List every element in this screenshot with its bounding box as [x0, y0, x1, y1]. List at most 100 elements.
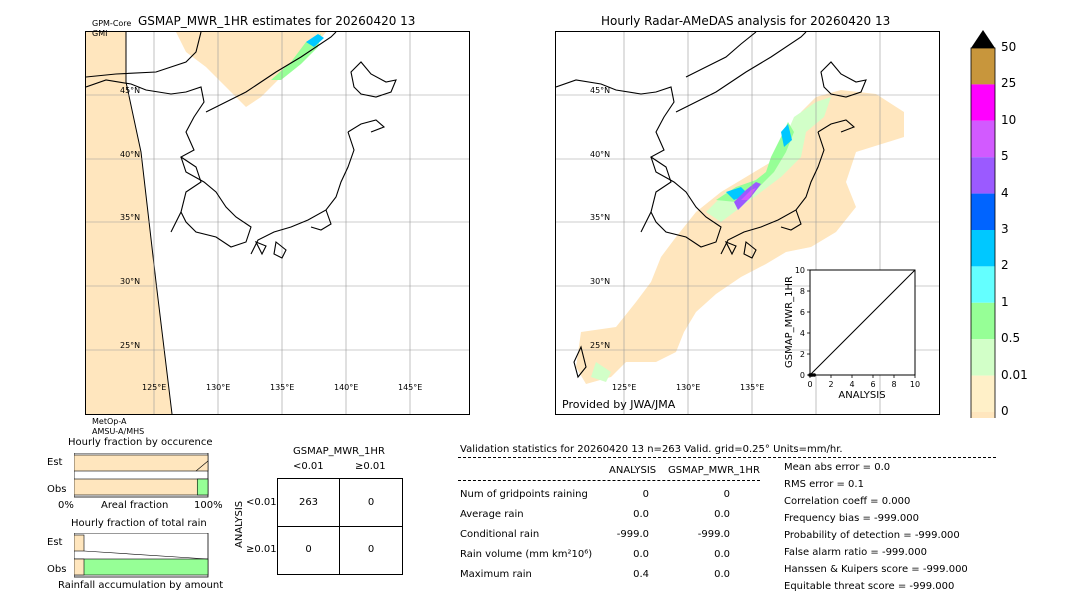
colorbar-label: 0.5: [1001, 331, 1021, 346]
right-coverage: [576, 90, 904, 384]
left-lon-125: 125°E: [142, 383, 167, 392]
validation-row-analysis: 0.4: [633, 569, 649, 580]
contingency-col-lt: <0.01: [293, 461, 324, 472]
scatter-xtick-label: 10: [910, 380, 920, 389]
right-lon-130: 130°E: [676, 383, 701, 392]
scatter-xlabel: ANALYSIS: [838, 390, 885, 401]
validation-row-gsmap: -999.0: [697, 529, 730, 540]
total-rain-obs-bar: [74, 558, 209, 576]
validation-score: False alarm ratio = -999.000: [784, 547, 927, 558]
right-map-canvas: [556, 32, 939, 414]
colorbar-label: 10: [1001, 112, 1017, 127]
colorbar-label: 50: [1001, 40, 1017, 54]
occurrence-obs-rain-bar: [196, 478, 209, 496]
validation-row-analysis: 0.0: [633, 509, 649, 520]
scatter-point: [812, 373, 816, 377]
validation-score: Frequency bias = -999.000: [784, 513, 919, 524]
occurrence-est-label: Est: [47, 457, 63, 468]
right-map-title: Hourly Radar-AMeDAS analysis for 2026042…: [601, 14, 891, 28]
colorbar-box: [971, 193, 995, 230]
colorbar-box: [971, 302, 995, 340]
left-rain-green: [271, 34, 321, 80]
colorbar-box: [971, 157, 995, 194]
scatter-ytick-label: 2: [800, 350, 805, 359]
colorbar-label: 5: [1001, 149, 1009, 164]
occurrence-chart: [74, 453, 209, 498]
total-rain-xlabel: Rainfall accumulation by amount: [58, 580, 224, 591]
colorbar-label: 1: [1001, 294, 1009, 309]
left-map-canvas: [86, 32, 469, 414]
total-rain-connector: [83, 550, 209, 560]
contingency-hdivider: [278, 526, 402, 527]
left-lat-35: 35°N: [120, 213, 141, 222]
right-rain-cyan: [726, 124, 792, 200]
left-sat-top-label2: GMI: [92, 29, 108, 38]
contingency-cell-01: 0: [367, 497, 375, 508]
left-lat-30: 30°N: [120, 277, 141, 286]
right-coastlines: [556, 32, 867, 379]
left-sat-bottom-2: AMSU-A/MHS: [92, 427, 145, 436]
validation-row-label: Num of gridpoints raining: [460, 489, 588, 500]
total-rain-obs-label: Obs: [47, 564, 67, 575]
validation-header: Validation statistics for 20260420 13 n=…: [460, 444, 843, 455]
validation-col-analysis: ANALYSIS: [609, 465, 657, 476]
validation-score: Correlation coeff = 0.000: [784, 496, 911, 507]
validation-row-label: Maximum rain: [460, 569, 532, 580]
scatter-ytick-label: 4: [800, 329, 805, 338]
scatter-xtick-label: 8: [891, 380, 896, 389]
occurrence-title: Hourly fraction by occurence: [68, 437, 213, 448]
contingency-row-axis-label: ANALYSIS: [234, 500, 245, 548]
validation-row-label: Conditional rain: [460, 529, 540, 540]
left-sat-bottom-1: MetOp-A: [92, 417, 127, 426]
contingency-col-ge: ≥0.01: [355, 461, 386, 472]
scatter-points: [808, 373, 816, 377]
occurrence-obs-label: Obs: [47, 484, 67, 495]
colorbar-box: [971, 412, 995, 418]
total-rain-chart: [74, 533, 209, 578]
scatter-inset: 0 2 4 6 8 10 0 2 4 6 8 10 ANALYSIS GSMAP_MWR_1HR: [784, 266, 920, 401]
validation-row-gsmap: 0: [723, 489, 730, 500]
validation-rule-top: [458, 457, 996, 458]
contingency-cell-10: 0: [305, 544, 312, 555]
validation-row-analysis: -999.0: [616, 529, 649, 540]
validation-row-gsmap: 0.0: [714, 509, 730, 520]
validation-row-analysis: 0: [642, 489, 649, 500]
colorbar-extend-arrow: [971, 30, 995, 48]
colorbar-box: [971, 84, 995, 121]
left-rain-blue: [306, 34, 324, 47]
validation-score: Mean abs error = 0.0: [784, 462, 891, 473]
left-grid: [86, 32, 469, 414]
validation-rule-mid: [458, 480, 760, 481]
scatter-ytick-label: 6: [800, 308, 805, 317]
left-lat-25: 25°N: [120, 341, 141, 350]
occurrence-x-0: 0%: [58, 500, 74, 511]
scatter-ylabel: GSMAP_MWR_1HR: [784, 276, 795, 368]
colorbar-box: [971, 266, 995, 303]
left-swath-north: [176, 32, 326, 107]
left-map: 45°N 40°N 35°N 30°N 25°N 125°E 130°E 135…: [85, 31, 470, 415]
occurrence-x-100: 100%: [194, 500, 223, 511]
right-lat-30: 30°N: [590, 277, 611, 286]
occurrence-xlabel: Areal fraction: [101, 500, 169, 511]
colorbar-label: 2: [1001, 258, 1009, 273]
validation-row-label: Average rain: [460, 509, 524, 520]
occurrence-obs-bar: [74, 478, 209, 496]
right-lon-135: 135°E: [740, 383, 765, 392]
scatter-reference-line: [809, 269, 916, 376]
contingency-row-lt: <0.01: [246, 497, 277, 508]
right-lat-40: 40°N: [590, 150, 611, 159]
left-map-title: GSMAP_MWR_1HR estimates for 20260420 13: [138, 14, 416, 28]
contingency-cell-00: 263: [298, 497, 319, 508]
colorbar-boxes: [970, 47, 996, 418]
validation-score: Equitable threat score = -999.000: [784, 581, 955, 592]
left-coastlines: [86, 32, 397, 259]
contingency-grid: 263 0 0 0: [277, 478, 403, 575]
right-lon-125: 125°E: [612, 383, 637, 392]
validation-col-gsmap: GSMAP_MWR_1HR: [668, 465, 760, 476]
validation-row-gsmap: 0.0: [714, 549, 730, 560]
occurrence-est-bar: [74, 454, 209, 472]
colorbar-label: 0: [1001, 404, 1009, 418]
right-map-credit: Provided by JWA/JMA: [562, 398, 676, 411]
total-rain-title: Hourly fraction of total rain: [71, 518, 207, 529]
colorbar-box: [971, 230, 995, 267]
